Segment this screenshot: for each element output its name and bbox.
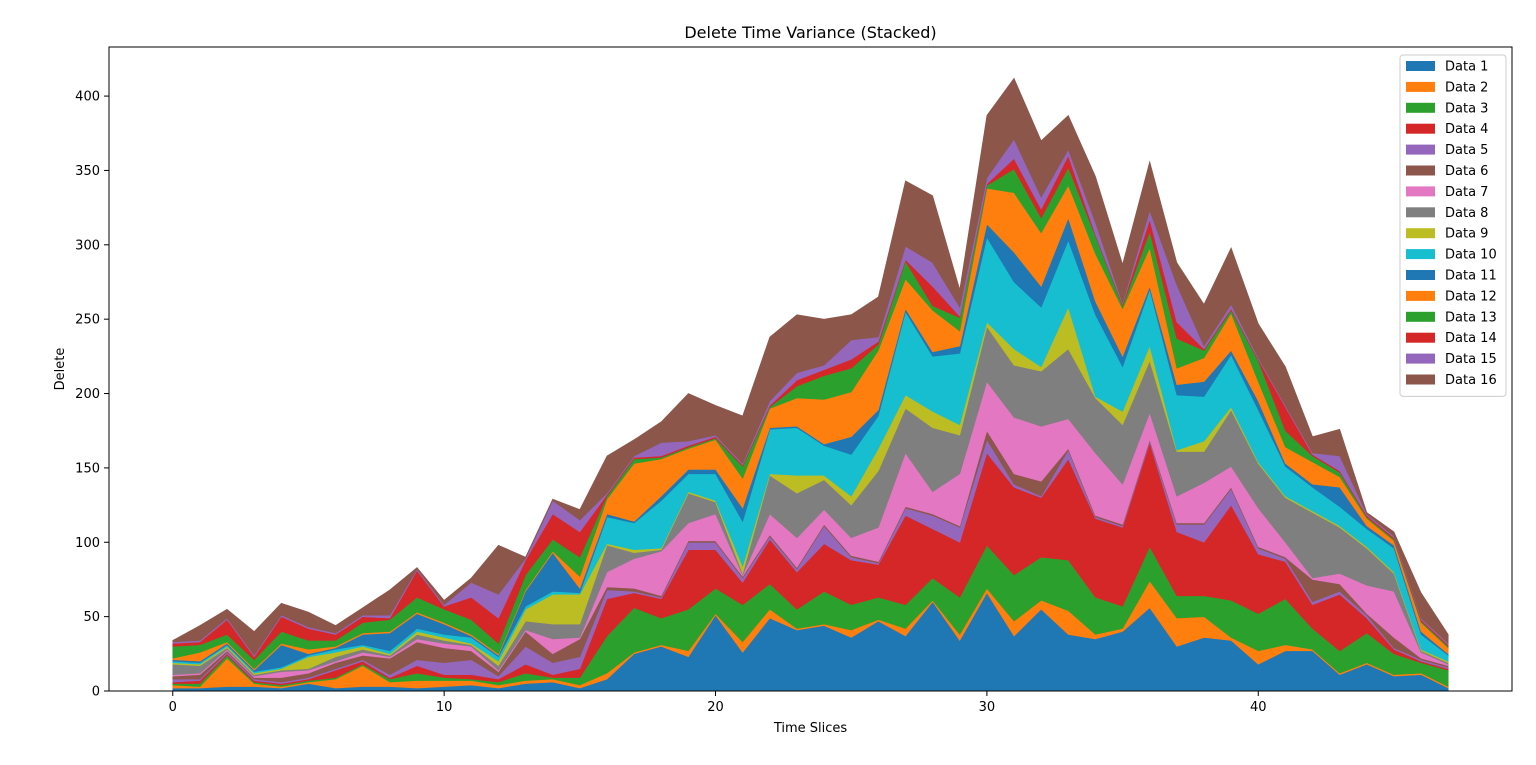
legend-swatch: [1406, 102, 1435, 113]
legend-swatch: [1406, 123, 1435, 134]
legend-label: Data 16: [1445, 373, 1497, 388]
legend-label: Data 13: [1445, 310, 1497, 325]
y-tick-label: 100: [75, 536, 100, 551]
legend-swatch: [1406, 207, 1435, 218]
legend-label: Data 7: [1445, 185, 1488, 200]
legend-label: Data 5: [1445, 143, 1488, 158]
y-tick-label: 150: [75, 461, 100, 476]
legend-label: Data 15: [1445, 352, 1497, 367]
y-tick-label: 350: [75, 164, 100, 179]
y-tick-label: 400: [75, 90, 100, 105]
chart-title: Delete Time Variance (Stacked): [684, 23, 936, 42]
legend-swatch: [1406, 311, 1435, 322]
legend-label: Data 3: [1445, 101, 1488, 116]
y-axis: 0 50 100 150 200 250 300 350 400: [75, 90, 109, 700]
legend-swatch: [1406, 290, 1435, 301]
plot-frame: [108, 46, 1513, 692]
x-tick-label: 40: [1250, 700, 1267, 715]
legend-label: Data 11: [1445, 269, 1497, 284]
legend-swatch: [1406, 81, 1435, 92]
x-axis: 0 10 20 30 40: [169, 691, 1267, 715]
legend: Data 1 Data 2 Data 3 Data 4 Data 5 Data 6 Data…: [1399, 54, 1507, 397]
y-tick-label: 0: [92, 685, 100, 700]
legend-swatch: [1406, 144, 1435, 155]
legend-label: Data 8: [1445, 206, 1488, 221]
y-tick-label: 250: [75, 313, 100, 328]
y-tick-label: 200: [75, 387, 100, 402]
legend-label: Data 12: [1445, 289, 1497, 304]
legend-label: Data 2: [1445, 80, 1488, 95]
legend-swatch: [1406, 249, 1435, 260]
y-tick-label: 50: [83, 610, 100, 625]
legend-swatch: [1406, 332, 1435, 343]
legend-label: Data 14: [1445, 331, 1497, 346]
legend-box: [1399, 54, 1507, 397]
area-layers: [172, 77, 1449, 692]
x-tick-label: 0: [169, 700, 177, 715]
legend-swatch: [1406, 270, 1435, 280]
legend-label: Data 9: [1445, 227, 1488, 242]
legend-swatch: [1406, 186, 1435, 197]
legend-label: Data 4: [1445, 122, 1488, 137]
y-tick-label: 300: [75, 238, 100, 253]
y-axis-label: Delete: [53, 348, 68, 391]
legend-label: Data 1: [1445, 60, 1488, 75]
legend-swatch: [1406, 374, 1435, 385]
x-tick-label: 10: [436, 700, 453, 715]
legend-swatch: [1406, 165, 1435, 176]
area-series-16: [172, 77, 1449, 656]
legend-swatch: [1406, 353, 1435, 364]
legend-swatch: [1406, 61, 1435, 71]
legend-swatch: [1406, 228, 1435, 239]
x-axis-label: Time Slices: [773, 721, 848, 736]
legend-label: Data 10: [1445, 248, 1497, 263]
x-tick-label: 20: [707, 700, 724, 715]
legend-label: Data 6: [1445, 164, 1488, 179]
x-tick-label: 30: [979, 700, 996, 715]
